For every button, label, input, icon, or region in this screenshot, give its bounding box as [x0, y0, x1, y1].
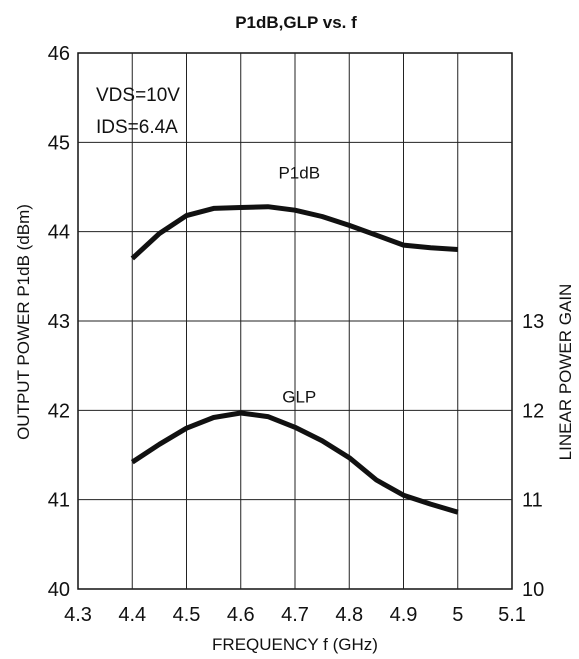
y2-tick-label: 11: [522, 490, 543, 512]
series-label-glp: GLP: [282, 388, 316, 407]
y-tick-label: 46: [48, 43, 70, 65]
x-tick-label: 5.1: [498, 604, 526, 626]
series-label-p1db: P1dB: [278, 163, 320, 182]
y2-axis-label: LINEAR POWER GAIN: [556, 284, 575, 461]
y2-tick-label: 13: [522, 311, 544, 333]
annotation-ids: IDS=6.4A: [96, 117, 178, 138]
y-axis-label: OUTPUT POWER P1dB (dBm): [14, 204, 33, 440]
y-tick-label: 44: [48, 222, 70, 244]
x-tick-label: 4.5: [173, 604, 201, 626]
y-tick-label: 43: [48, 311, 70, 333]
series-line-p1db: [130, 204, 458, 261]
chart-title: P1dB,GLP vs. f: [235, 13, 357, 32]
series-labels: P1dB GLP: [278, 163, 320, 406]
y-axis-ticks: 40 41 42 43 44 45 46: [48, 43, 70, 601]
x-tick-label: 5: [452, 604, 463, 626]
x-tick-label: 4.6: [227, 604, 255, 626]
x-tick-label: 4.4: [118, 604, 146, 626]
y-tick-label: 40: [48, 579, 70, 601]
x-tick-label: 4.7: [281, 604, 309, 626]
x-axis-ticks: 4.3 4.4 4.5 4.6 4.7 4.8 4.9 5 5.1: [64, 604, 526, 626]
y-tick-label: 42: [48, 400, 70, 422]
x-tick-label: 4.8: [335, 604, 363, 626]
x-tick-label: 4.9: [390, 604, 418, 626]
x-axis-label: FREQUENCY f (GHz): [212, 635, 378, 654]
y2-tick-label: 10: [522, 579, 544, 601]
series-lines: [130, 204, 459, 515]
grid-lines: [78, 53, 512, 589]
annotation-vds: VDS=10V: [96, 85, 180, 106]
y-tick-label: 41: [48, 490, 70, 512]
x-tick-label: 4.3: [64, 604, 92, 626]
y2-axis-ticks: 10 11 12 13: [522, 311, 544, 601]
y-tick-label: 45: [48, 132, 70, 154]
series-line-glp: [130, 410, 459, 515]
y2-tick-label: 12: [522, 400, 544, 422]
